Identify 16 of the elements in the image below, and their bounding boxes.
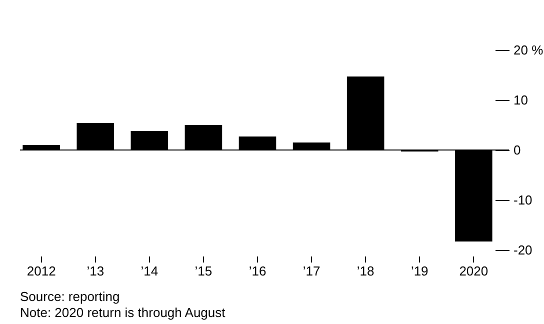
x-tick-label: ’15 bbox=[194, 264, 212, 278]
x-tick-label: 2020 bbox=[459, 264, 488, 278]
text: Note: 2020 return is through August bbox=[20, 305, 226, 320]
x-tick-label: ’19 bbox=[410, 264, 428, 278]
y-tick-label: -20 bbox=[514, 242, 532, 258]
source-note: Source: reporting bbox=[20, 289, 120, 304]
x-tick-label: ’13 bbox=[86, 264, 104, 278]
y-tick-label: 0 bbox=[514, 142, 521, 158]
x-tick-label: ’16 bbox=[248, 264, 266, 278]
y-tick-label: -10 bbox=[514, 192, 532, 208]
y-tick-label: 20 % bbox=[514, 42, 544, 58]
x-tick-label: ’14 bbox=[140, 264, 158, 278]
x-tick-label: 2012 bbox=[26, 264, 56, 278]
x-tick-label: ’17 bbox=[302, 264, 320, 278]
x-tick-label: ’18 bbox=[356, 264, 374, 278]
y-tick-label: 10 bbox=[514, 92, 528, 108]
